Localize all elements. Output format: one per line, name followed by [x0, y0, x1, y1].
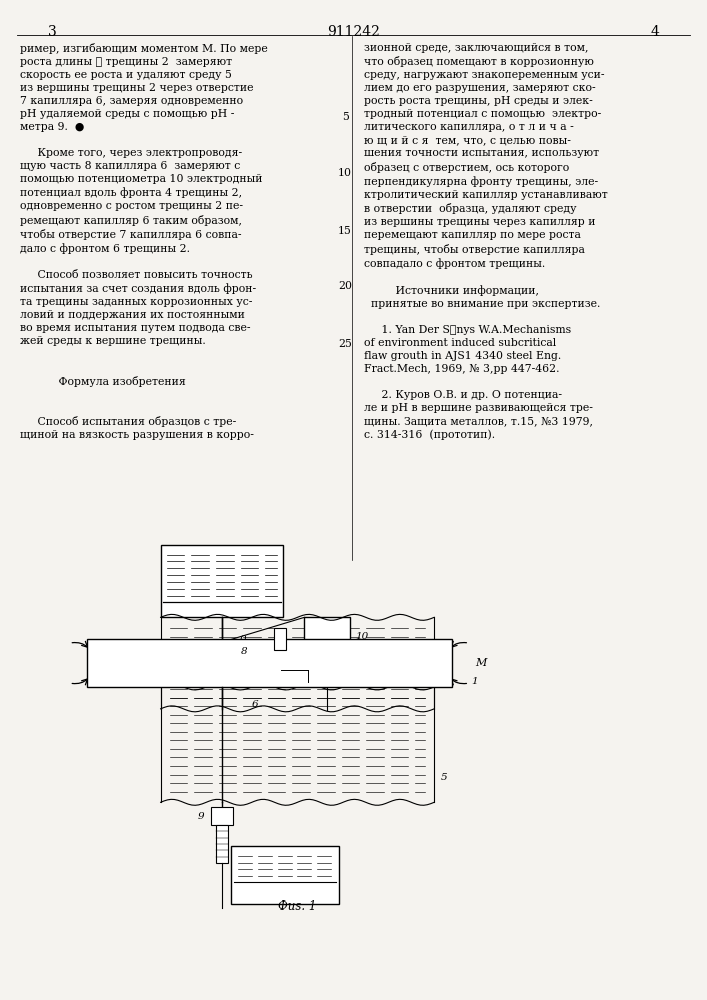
Text: 8: 8 [241, 647, 248, 656]
Text: 0: 0 [240, 635, 246, 644]
Text: Фus. 1: Фus. 1 [278, 900, 317, 913]
Text: ример, изгибающим моментом М. По мере
роста длины ℓ трещины 2  замеряют
скорость: ример, изгибающим моментом М. По мере ро… [21, 43, 268, 440]
Bar [160, 545, 284, 617]
Text: 1: 1 [472, 677, 478, 686]
Bar [216, 825, 228, 863]
Text: М: М [475, 658, 486, 668]
Text: 15: 15 [338, 226, 352, 236]
Bar [305, 617, 350, 655]
Bar [211, 807, 233, 825]
Bar [230, 846, 339, 904]
Text: 10: 10 [338, 168, 352, 178]
Text: 6: 6 [252, 700, 259, 709]
Text: 911242: 911242 [327, 25, 380, 39]
Text: 5: 5 [341, 112, 349, 122]
Text: 5: 5 [441, 773, 448, 782]
Text: 4: 4 [650, 25, 660, 39]
Bar [87, 639, 452, 687]
Text: 3: 3 [47, 25, 57, 39]
Text: 25: 25 [338, 339, 352, 349]
Bar [274, 628, 286, 650]
Text: 10: 10 [355, 632, 368, 641]
Text: зионной среде, заключающийся в том,
что образец помещают в коррозионную
среду, н: зионной среде, заключающийся в том, что … [364, 43, 608, 440]
Text: 20: 20 [338, 281, 352, 291]
Text: 9: 9 [198, 812, 204, 821]
